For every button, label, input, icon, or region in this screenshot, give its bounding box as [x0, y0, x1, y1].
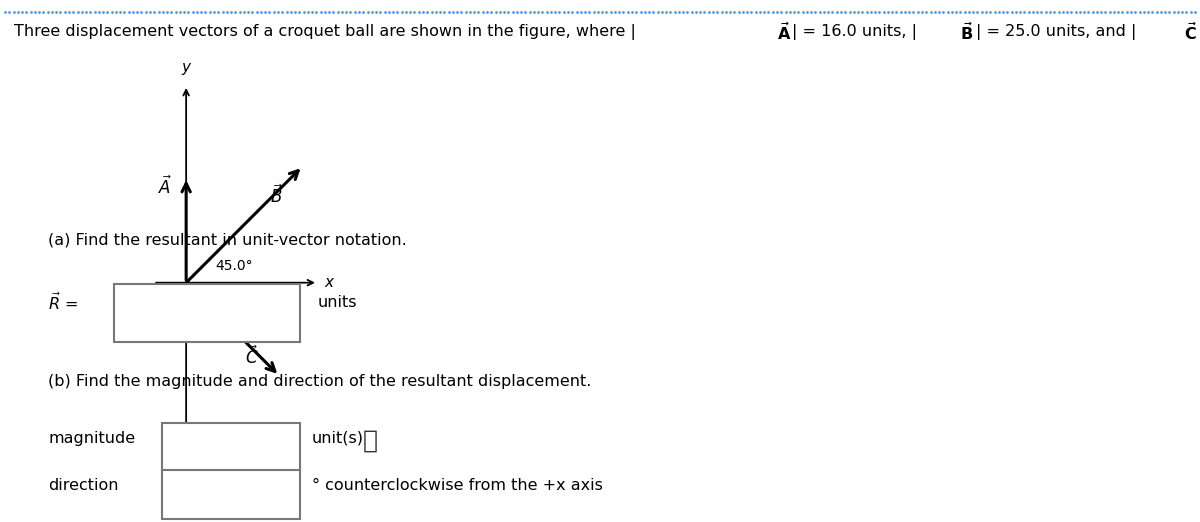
Text: O: O	[167, 292, 179, 307]
Text: x: x	[324, 275, 334, 290]
Text: 45.0°: 45.0°	[211, 295, 248, 310]
Text: $\vec{B}$: $\vec{B}$	[270, 184, 283, 207]
FancyBboxPatch shape	[114, 284, 300, 342]
Text: ⓘ: ⓘ	[364, 429, 378, 453]
Text: $\mathbf{\vec{B}}$: $\mathbf{\vec{B}}$	[960, 21, 973, 43]
Text: 45.0°: 45.0°	[216, 259, 253, 273]
Text: $\vec{A}$: $\vec{A}$	[157, 176, 172, 198]
FancyBboxPatch shape	[162, 470, 300, 519]
Text: direction: direction	[48, 478, 119, 493]
FancyBboxPatch shape	[162, 423, 300, 472]
Text: $\vec{R}$ =: $\vec{R}$ =	[48, 292, 78, 313]
Text: $\mathbf{\vec{A}}$: $\mathbf{\vec{A}}$	[776, 21, 791, 43]
Text: | = 25.0 units, and |: | = 25.0 units, and |	[976, 24, 1136, 40]
Text: magnitude: magnitude	[48, 431, 136, 446]
Text: units: units	[318, 295, 358, 310]
Text: unit(s): unit(s)	[312, 431, 364, 446]
Text: (a) Find the resultant in unit-vector notation.: (a) Find the resultant in unit-vector no…	[48, 233, 407, 247]
Text: ° counterclockwise from the +x axis: ° counterclockwise from the +x axis	[312, 478, 602, 493]
Text: y: y	[181, 60, 191, 75]
Text: | = 16.0 units, |: | = 16.0 units, |	[792, 24, 917, 40]
Text: $\mathbf{\vec{C}}$: $\mathbf{\vec{C}}$	[1183, 21, 1196, 43]
Text: $\vec{C}$: $\vec{C}$	[245, 345, 259, 367]
Text: (b) Find the magnitude and direction of the resultant displacement.: (b) Find the magnitude and direction of …	[48, 374, 592, 388]
Text: Three displacement vectors of a croquet ball are shown in the figure, where |: Three displacement vectors of a croquet …	[14, 24, 636, 40]
